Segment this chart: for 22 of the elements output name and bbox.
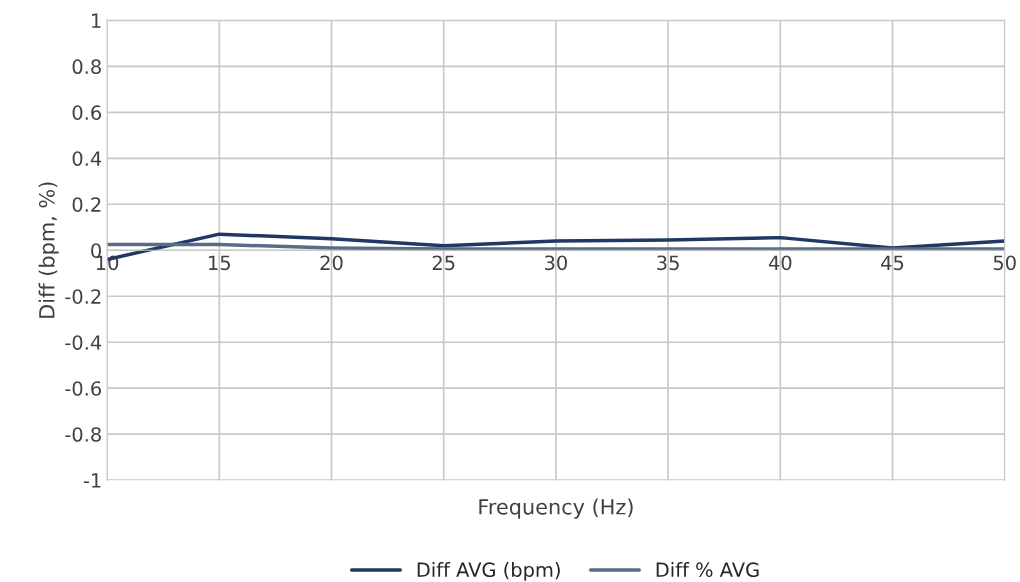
y-tick-label: -0.4: [65, 335, 102, 350]
y-tick-label: -0.6: [65, 381, 102, 396]
y-tick-label: 0.2: [72, 197, 101, 212]
legend-label: Diff AVG (bpm): [417, 562, 560, 581]
x-tick-label: 50: [993, 255, 1016, 271]
y-tick-label: 0.4: [72, 151, 102, 166]
x-tick-label: 20: [320, 255, 343, 271]
x-tick-label: 35: [657, 255, 679, 271]
legend-label: Diff % AVG: [656, 562, 759, 578]
y-tick-label: -0.2: [65, 289, 101, 304]
x-tick-label: 30: [545, 255, 567, 271]
x-axis-title: Frequency (Hz): [479, 498, 633, 519]
y-tick-label: 0.8: [72, 59, 101, 75]
y-tick-label: 0.6: [72, 105, 102, 120]
x-tick-label: 45: [881, 255, 904, 271]
x-tick-label: 25: [432, 255, 455, 271]
y-tick-label: -1: [83, 473, 101, 488]
y-tick-label: 1: [92, 13, 101, 28]
y-tick-label: -0.8: [65, 427, 101, 442]
x-tick-label: 40: [768, 255, 792, 271]
x-tick-label: 15: [209, 255, 230, 271]
y-axis-title: Diff (bpm, %): [38, 182, 59, 318]
